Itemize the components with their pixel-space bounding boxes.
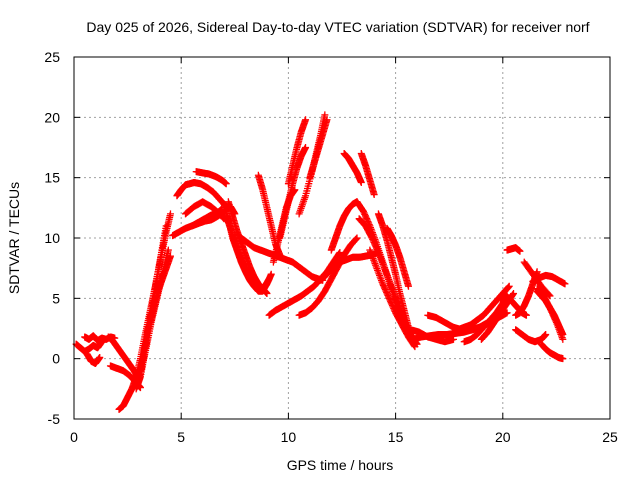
data-point bbox=[166, 210, 174, 218]
data-point bbox=[510, 290, 518, 298]
data-point bbox=[516, 247, 524, 255]
x-tick-label: 25 bbox=[602, 429, 618, 445]
y-tick-label: 15 bbox=[44, 170, 60, 186]
data-point bbox=[353, 234, 361, 242]
y-tick-label: 10 bbox=[44, 230, 60, 246]
series-arc-46 bbox=[529, 271, 569, 288]
data-point bbox=[542, 331, 550, 339]
data-point bbox=[411, 343, 419, 351]
x-tick-label: 15 bbox=[388, 429, 404, 445]
chart-title: Day 025 of 2026, Sidereal Day-to-day VTE… bbox=[86, 19, 589, 35]
data-point bbox=[357, 178, 365, 186]
data-point bbox=[545, 291, 553, 299]
data-point bbox=[96, 353, 104, 361]
data-point bbox=[522, 311, 530, 319]
data-point bbox=[222, 180, 230, 188]
data-point bbox=[546, 292, 554, 300]
x-tick-label: 10 bbox=[281, 429, 297, 445]
x-axis-title: GPS time / hours bbox=[287, 457, 394, 473]
data-point bbox=[503, 309, 511, 317]
y-tick-label: 25 bbox=[44, 49, 60, 65]
data-point bbox=[164, 246, 172, 254]
data-point bbox=[323, 116, 331, 124]
series-arc-37 bbox=[407, 326, 457, 346]
series-arc-9 bbox=[134, 246, 172, 387]
data-point bbox=[302, 116, 310, 124]
series-arc-35 bbox=[383, 224, 412, 290]
data-point bbox=[449, 335, 457, 343]
data-point bbox=[404, 282, 412, 290]
y-tick-label: 0 bbox=[52, 351, 60, 367]
series-arc-21 bbox=[276, 144, 310, 242]
series-arc-2 bbox=[81, 332, 119, 345]
series-arc-17 bbox=[224, 198, 271, 298]
y-tick-label: -5 bbox=[48, 411, 61, 427]
series-arc-24 bbox=[306, 116, 331, 182]
data-point bbox=[559, 355, 567, 363]
y-axis-title: SDTVAR / TECUs bbox=[6, 182, 22, 294]
series-arc-50 bbox=[533, 287, 567, 339]
y-tick-label: 20 bbox=[44, 109, 60, 125]
series-arc-30 bbox=[357, 150, 378, 199]
series-arc-34 bbox=[374, 210, 412, 331]
series-arc-42 bbox=[503, 244, 524, 255]
series-arc-4 bbox=[104, 333, 142, 382]
plot-frame bbox=[73, 56, 611, 420]
data-point bbox=[561, 280, 569, 288]
data-point bbox=[370, 191, 378, 199]
data-point bbox=[302, 144, 310, 151]
series-arc-1 bbox=[72, 338, 106, 355]
data-point bbox=[321, 111, 329, 119]
x-tick-label: 0 bbox=[70, 429, 78, 445]
data-point bbox=[559, 331, 567, 339]
x-tick-label: 5 bbox=[177, 429, 185, 445]
series-arc-48 bbox=[537, 340, 567, 363]
series-arc-3 bbox=[83, 350, 104, 367]
data-point bbox=[267, 270, 275, 278]
series-arc-33 bbox=[366, 246, 419, 351]
series-arc-29 bbox=[340, 150, 365, 186]
data-point bbox=[505, 282, 513, 290]
data-points bbox=[72, 111, 569, 413]
data-point bbox=[263, 290, 271, 298]
data-point bbox=[265, 275, 273, 283]
series-arc-18 bbox=[254, 171, 284, 259]
y-tick-label: 5 bbox=[52, 290, 60, 306]
series-arc-22 bbox=[284, 116, 310, 188]
series-arc-49 bbox=[520, 258, 554, 300]
data-point bbox=[162, 222, 170, 230]
series-arc-13 bbox=[192, 168, 230, 188]
data-point bbox=[533, 268, 541, 276]
x-tick-label: 20 bbox=[495, 429, 511, 445]
